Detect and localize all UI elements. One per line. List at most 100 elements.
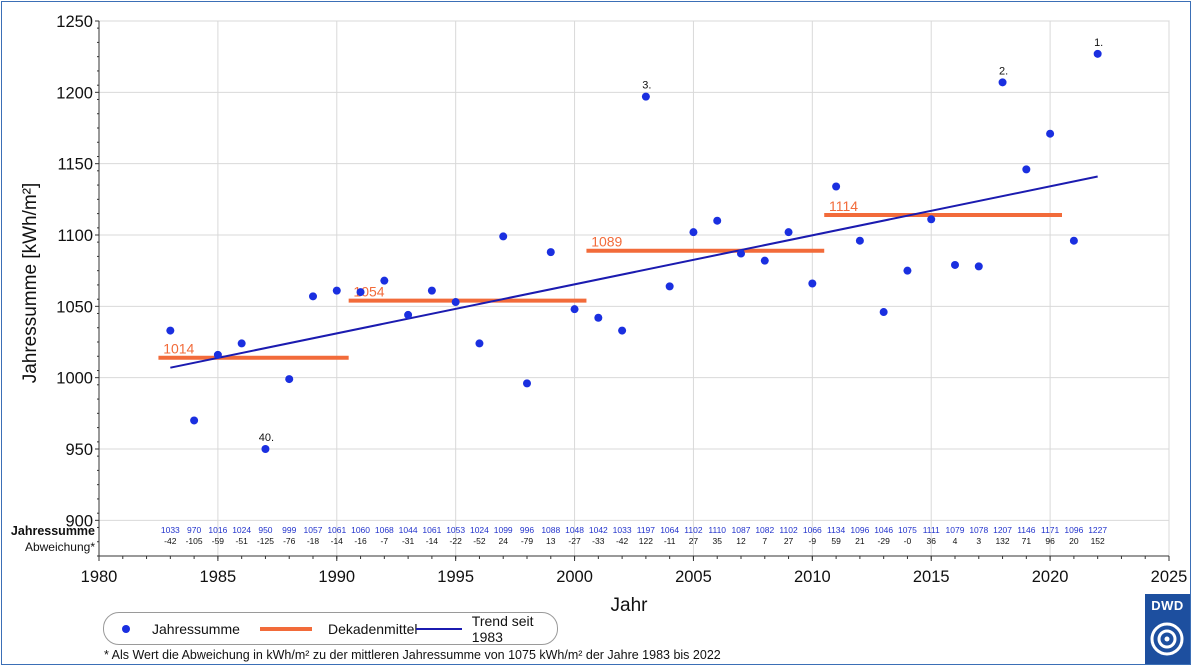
legend-label: Trend seit 1983 xyxy=(471,612,534,645)
table-deviation: 24 xyxy=(498,536,508,546)
table-value: 1060 xyxy=(351,525,370,535)
table-deviation: 12 xyxy=(736,536,746,546)
data-point xyxy=(356,288,365,297)
table-value: 1087 xyxy=(732,525,751,535)
data-point xyxy=(594,313,603,322)
data-point xyxy=(737,249,745,258)
table-deviation: -42 xyxy=(164,536,177,546)
table-deviation: 122 xyxy=(639,536,653,546)
table-deviation: 27 xyxy=(689,536,699,546)
y-tick-label: 900 xyxy=(65,512,93,530)
rank-label: 3. xyxy=(642,80,651,92)
x-tick-label: 1990 xyxy=(318,568,355,586)
data-point xyxy=(285,375,294,384)
data-point xyxy=(951,260,959,269)
data-point xyxy=(309,292,317,301)
y-tick-label: 1150 xyxy=(58,156,93,174)
data-point xyxy=(380,276,389,285)
value-table: JahressummeAbweichung*1033-42970-1051016… xyxy=(11,524,1107,554)
data-point xyxy=(1046,129,1055,138)
table-deviation: -29 xyxy=(878,536,891,546)
table-deviation: 152 xyxy=(1091,536,1105,546)
legend-bar-icon xyxy=(260,626,312,631)
table-deviation: 96 xyxy=(1045,536,1055,546)
data-point xyxy=(546,248,555,257)
data-point xyxy=(784,228,793,237)
table-deviation: -16 xyxy=(354,536,367,546)
rank-label: 40. xyxy=(259,432,274,444)
x-tick-label: 1985 xyxy=(200,568,237,586)
rank-label: 2. xyxy=(999,65,1008,77)
data-point xyxy=(974,262,983,271)
rank-labels: 1. 2. 3. 40. xyxy=(259,37,1103,444)
table-value: 1066 xyxy=(803,525,822,535)
table-value: 999 xyxy=(282,525,296,535)
table-value: 1102 xyxy=(779,525,798,535)
table-value: 1227 xyxy=(1088,525,1107,535)
table-deviation: -79 xyxy=(521,536,534,546)
table-value: 1078 xyxy=(969,525,988,535)
x-tick-label: 2010 xyxy=(794,568,831,586)
legend-item-trend: Trend seit 1983 xyxy=(416,612,557,645)
x-axis-ticks: 1980 1985 1990 1995 2000 2005 2010 2015 2020 2025 xyxy=(81,556,1188,586)
legend-line-icon xyxy=(416,627,462,630)
table-row-label: Abweichung* xyxy=(25,540,95,554)
table-deviation: -22 xyxy=(450,536,463,546)
plot-area xyxy=(98,20,1170,557)
footnote: * Als Wert die Abweichung in kWh/m² zu d… xyxy=(104,648,721,662)
data-point xyxy=(1093,49,1102,58)
data-point xyxy=(832,182,841,191)
dwd-logo: DWD xyxy=(1145,594,1190,664)
table-deviation: -27 xyxy=(568,536,581,546)
table-value: 1096 xyxy=(1064,525,1083,535)
grid xyxy=(98,20,1170,557)
data-point xyxy=(523,379,531,388)
y-tick-label: 1100 xyxy=(58,227,93,245)
table-value: 950 xyxy=(258,525,272,535)
table-value: 1171 xyxy=(1041,525,1060,535)
table-value: 1088 xyxy=(541,525,560,535)
data-point xyxy=(665,282,674,291)
table-value: 1033 xyxy=(613,525,632,535)
data-point xyxy=(404,310,413,319)
table-deviation: 59 xyxy=(831,536,841,546)
table-row-label: Jahressumme xyxy=(11,524,95,538)
table-value: 1075 xyxy=(898,525,917,535)
data-point xyxy=(713,216,722,225)
table-deviation: -125 xyxy=(257,536,274,546)
legend-item-decade: Dekadenmittel xyxy=(260,613,418,644)
rank-label: 1. xyxy=(1094,37,1103,49)
table-value: 1207 xyxy=(993,525,1012,535)
table-deviation: 4 xyxy=(953,536,958,546)
x-tick-label: 2005 xyxy=(675,568,712,586)
data-point xyxy=(1069,236,1078,245)
table-deviation: 13 xyxy=(546,536,556,546)
x-tick-label: 2025 xyxy=(1151,568,1188,586)
decade-mean-label: 1114 xyxy=(829,198,858,214)
x-tick-label: 1980 xyxy=(81,568,118,586)
table-deviation: 71 xyxy=(1022,536,1032,546)
data-point xyxy=(927,215,936,224)
data-point xyxy=(166,326,175,335)
table-value: 1079 xyxy=(946,525,965,535)
legend-dot-icon xyxy=(122,624,130,633)
table-value: 1064 xyxy=(660,525,679,535)
table-deviation: 27 xyxy=(784,536,794,546)
legend-label: Jahressumme xyxy=(152,620,240,637)
table-deviation: 35 xyxy=(712,536,722,546)
y-tick-label: 1200 xyxy=(56,84,93,102)
table-deviation: -9 xyxy=(809,536,817,546)
logo-text: DWD xyxy=(1151,598,1184,613)
table-deviation: 7 xyxy=(762,536,767,546)
decade-mean-label: 1014 xyxy=(163,341,194,357)
y-tick-label: 950 xyxy=(65,441,93,459)
table-value: 1048 xyxy=(565,525,584,535)
legend-item-points: Jahressumme xyxy=(122,613,240,644)
table-value: 1110 xyxy=(708,525,726,535)
legend-label: Dekadenmittel xyxy=(328,620,418,637)
data-point xyxy=(261,445,270,453)
data-point xyxy=(427,286,436,295)
